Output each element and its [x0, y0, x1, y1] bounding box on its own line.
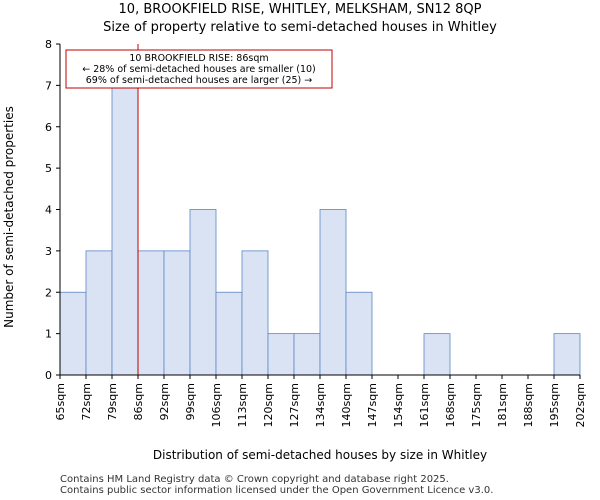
x-axis: 65sqm 72sqm 79sqm 86sqm 92sqm 99sqm 106sqm 113s…: [54, 374, 587, 427]
x-tick-label-9: 127sqm: [288, 383, 301, 427]
bar-1: [85, 250, 113, 376]
x-tick-label-8: 120sqm: [262, 383, 275, 427]
bar-10: [319, 209, 347, 376]
x-tick-label-6: 106sqm: [210, 383, 223, 427]
y-tick-label-3: 3: [45, 245, 52, 258]
x-tick-label-12: 147sqm: [366, 383, 379, 427]
y-tick-label-2: 2: [45, 286, 52, 299]
annotation-box: [65, 49, 333, 89]
footer-line-1: Contains HM Land Registry data © Crown c…: [60, 474, 449, 485]
x-tick-label-11: 140sqm: [340, 383, 353, 427]
chart-subtitle: Size of property relative to semi-detach…: [103, 20, 497, 35]
bar-6: [215, 291, 243, 376]
x-tick-label-19: 195sqm: [548, 383, 561, 427]
x-axis-label: Distribution of semi-detached houses by …: [153, 448, 487, 462]
y-tick-label-0: 0: [45, 369, 52, 382]
chart-title: 10, BROOKFIELD RISE, WHITLEY, MELKSHAM, …: [118, 2, 482, 17]
x-tick-label-4: 92sqm: [158, 383, 171, 420]
bars-group: [59, 84, 581, 376]
annotation-line-2: ← 28% of semi-detached houses are smalle…: [82, 64, 316, 75]
bar-3: [137, 250, 165, 376]
annotation-line-3: 69% of semi-detached houses are larger (…: [86, 75, 313, 86]
bar-2: [111, 84, 139, 376]
footer-line-2: Contains public sector information licen…: [60, 485, 494, 496]
bar-0: [59, 291, 87, 376]
y-tick-label-1: 1: [45, 328, 52, 341]
bar-8: [267, 333, 295, 376]
x-tick-label-1: 72sqm: [80, 383, 93, 420]
x-tick-label-15: 168sqm: [444, 383, 457, 427]
bar-5: [189, 209, 217, 376]
marker-group: 10 BROOKFIELD RISE: 86sqm← 28% of semi-d…: [65, 44, 333, 375]
y-tick-label-5: 5: [45, 162, 52, 175]
bar-9: [293, 333, 321, 376]
x-tick-label-18: 188sqm: [522, 383, 535, 427]
x-tick-label-14: 161sqm: [418, 383, 431, 427]
bar-7: [241, 250, 269, 376]
x-tick-label-10: 134sqm: [314, 383, 327, 427]
bar-11: [345, 291, 373, 376]
y-tick-label-8: 8: [45, 38, 52, 51]
y-tick-label-4: 4: [45, 204, 52, 217]
x-tick-label-16: 175sqm: [470, 383, 483, 427]
x-tick-label-2: 79sqm: [106, 383, 119, 420]
bar-19: [553, 333, 581, 376]
y-axis-label: Number of semi-detached properties: [2, 106, 16, 328]
y-axis: 0 1 2 3 4 5 6 7 8: [45, 38, 61, 382]
y-tick-label-7: 7: [45, 79, 52, 92]
x-tick-label-3: 86sqm: [132, 383, 145, 420]
x-tick-label-20: 202sqm: [574, 383, 587, 427]
bar-4: [163, 250, 191, 376]
bar-14: [423, 333, 451, 376]
x-tick-label-13: 154sqm: [392, 383, 405, 427]
y-tick-label-6: 6: [45, 121, 52, 134]
annotation-line-1: 10 BROOKFIELD RISE: 86sqm: [129, 53, 268, 64]
x-tick-label-7: 113sqm: [236, 383, 249, 427]
x-tick-label-0: 65sqm: [54, 383, 67, 420]
x-tick-label-17: 181sqm: [496, 383, 509, 427]
x-tick-label-5: 99sqm: [184, 383, 197, 420]
